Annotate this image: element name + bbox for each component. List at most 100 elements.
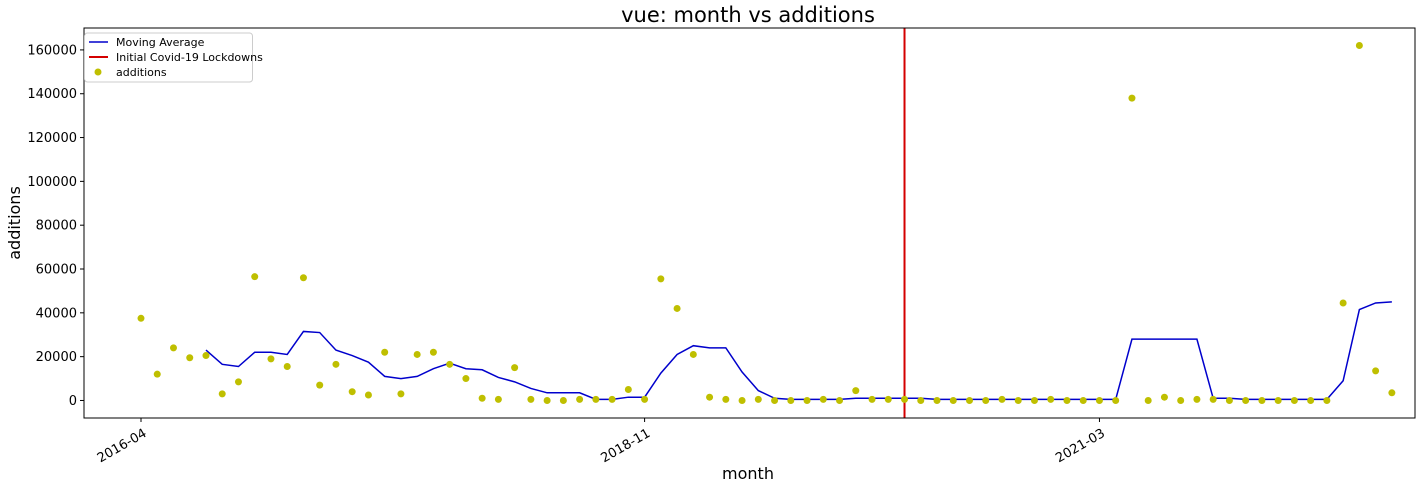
legend-swatch [94, 68, 102, 76]
additions-point [1323, 396, 1331, 404]
y-tick-label: 0 [69, 394, 77, 409]
y-tick-label: 80000 [36, 219, 77, 234]
additions-point [803, 396, 811, 404]
additions-point [738, 396, 746, 404]
additions-point [397, 390, 405, 398]
additions-point [998, 395, 1006, 403]
additions-point [1339, 299, 1347, 307]
additions-point [559, 396, 567, 404]
additions-point [592, 395, 600, 403]
additions-point [657, 275, 665, 283]
additions-point [234, 378, 242, 386]
additions-point [689, 350, 697, 358]
additions-point [186, 354, 194, 362]
additions-point [673, 304, 681, 312]
additions-point [966, 396, 973, 404]
additions-point [218, 390, 226, 398]
additions-point [1160, 393, 1168, 401]
additions-point [153, 370, 161, 378]
legend-box [84, 32, 253, 83]
additions-point [1355, 42, 1363, 50]
additions-point [429, 348, 437, 356]
x-axis-title: month [722, 464, 774, 483]
additions-point [494, 395, 502, 403]
y-axis: 0 20000 40000 60000 80000 100000 120000 140000 1… [27, 43, 84, 409]
additions-point [316, 381, 324, 389]
additions-point [1193, 395, 1201, 403]
x-tick-label: 2021-03 [1053, 426, 1108, 466]
additions-point [1063, 396, 1071, 404]
y-tick-label: 140000 [27, 87, 77, 102]
additions-point [576, 395, 584, 403]
additions-point [267, 355, 275, 363]
additions-point [1290, 396, 1298, 404]
additions-point [1258, 396, 1266, 404]
legend-label: Moving Average [116, 36, 205, 49]
additions-point [868, 395, 876, 403]
additions-point [1047, 395, 1055, 403]
additions-point [348, 388, 356, 396]
additions-point [608, 395, 616, 403]
additions-point [446, 360, 454, 368]
y-tick-label: 100000 [27, 175, 77, 190]
additions-point [641, 395, 649, 403]
additions-point [527, 395, 535, 403]
additions-point [901, 395, 909, 403]
additions-point [543, 396, 551, 404]
additions-point [1307, 396, 1315, 404]
additions-point [836, 396, 844, 404]
additions-point [982, 396, 990, 404]
additions-point [1095, 396, 1103, 404]
additions-point [819, 395, 827, 403]
additions-point [787, 396, 795, 404]
additions-point [706, 393, 714, 401]
additions-point [251, 273, 259, 281]
additions-point [624, 386, 632, 394]
legend: Moving Average Initial Covid-19 Lockdowns… [84, 32, 263, 83]
additions-point [1112, 396, 1120, 404]
y-tick-label: 120000 [27, 131, 77, 146]
additions-point [332, 360, 340, 368]
additions-point [478, 394, 486, 402]
legend-item: additions [94, 66, 167, 79]
y-tick-label: 40000 [36, 306, 77, 321]
additions-point [1144, 396, 1152, 404]
additions-point [364, 391, 372, 399]
additions-point [462, 375, 470, 383]
moving-average-line [205, 301, 1392, 401]
additions-point [1242, 396, 1250, 404]
y-tick-label: 20000 [36, 350, 77, 365]
x-tick-label: 2018-11 [598, 426, 653, 466]
additions-point [1030, 396, 1038, 404]
additions-point [169, 344, 177, 352]
additions-point [511, 364, 519, 372]
additions-point [137, 314, 145, 322]
x-tick-label: 2016-04 [95, 426, 150, 466]
additions-point [949, 396, 957, 404]
additions-point [933, 396, 941, 404]
additions-point [884, 395, 892, 403]
legend-label: additions [116, 66, 167, 79]
additions-point [1388, 389, 1396, 397]
y-tick-label: 60000 [36, 263, 77, 278]
additions-point [381, 348, 389, 356]
additions-point [852, 387, 860, 395]
additions-point [1014, 396, 1022, 404]
additions-points [137, 42, 1396, 404]
additions-point [1128, 94, 1136, 102]
additions-point [1209, 395, 1217, 403]
legend-item: Initial Covid-19 Lockdowns [89, 51, 263, 64]
additions-point [722, 395, 730, 403]
additions-point [1225, 396, 1233, 404]
additions-point [917, 396, 925, 404]
additions-point [202, 352, 210, 360]
chart-title: vue: month vs additions [621, 3, 875, 27]
additions-point [1274, 396, 1282, 404]
plot-frame [83, 27, 1416, 419]
legend-item: Moving Average [89, 36, 205, 49]
additions-point [413, 350, 421, 358]
x-axis: 2016-04 2018-11 2021-03 [95, 418, 1108, 466]
additions-point [1177, 396, 1185, 404]
y-tick-label: 160000 [27, 43, 77, 58]
